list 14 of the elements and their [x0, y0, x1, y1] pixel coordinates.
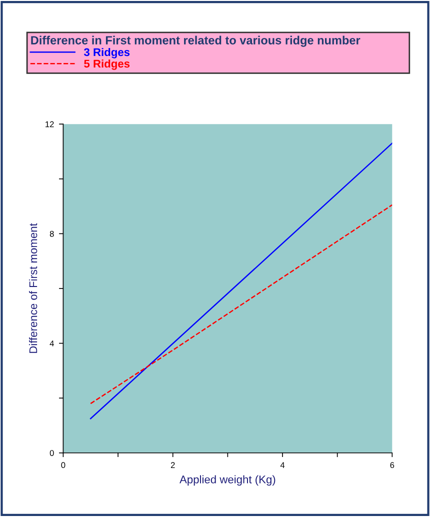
y-axis-title: Difference of First moment — [29, 223, 38, 353]
y-tick-label: 12 — [46, 121, 54, 128]
x-tick-label: 6 — [390, 462, 394, 468]
legend-title: Difference in First moment related to various ridge number — [31, 36, 360, 47]
x-tick-label: 4 — [280, 462, 285, 468]
legend-label: 3 Ridges — [84, 48, 130, 58]
y-tick-label: 0 — [50, 450, 54, 456]
y-tick-label: 4 — [50, 340, 54, 346]
y-tick-label: 8 — [50, 230, 54, 237]
x-axis-title: Applied weight (Kg) — [180, 475, 276, 486]
x-tick-label: 0 — [61, 462, 66, 468]
x-tick-label: 2 — [170, 462, 175, 468]
legend-label: 5 Ridges — [84, 59, 130, 70]
line-series — [90, 204, 392, 404]
